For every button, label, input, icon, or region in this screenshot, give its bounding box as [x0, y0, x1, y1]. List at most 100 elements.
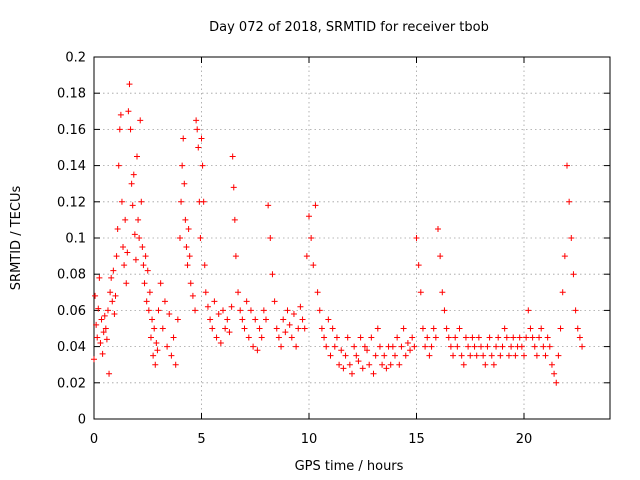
data-point	[95, 305, 102, 312]
data-point	[579, 343, 586, 350]
data-point	[316, 307, 323, 314]
data-point	[447, 343, 454, 350]
data-point	[404, 339, 411, 346]
data-point	[561, 253, 568, 260]
data-point	[321, 334, 328, 341]
data-point	[432, 334, 439, 341]
data-point	[127, 126, 134, 133]
data-point	[329, 325, 336, 332]
data-point	[172, 361, 179, 368]
data-point	[150, 352, 157, 359]
data-point	[226, 329, 233, 336]
data-point	[152, 361, 159, 368]
data-point	[508, 343, 515, 350]
data-point	[141, 280, 148, 287]
data-point	[574, 325, 581, 332]
data-point	[301, 325, 308, 332]
data-point	[460, 361, 467, 368]
data-point	[154, 347, 161, 354]
data-point	[325, 316, 332, 323]
data-point	[138, 198, 145, 205]
data-point	[93, 321, 100, 328]
data-point	[146, 289, 153, 296]
data-point	[323, 343, 330, 350]
data-point	[389, 343, 396, 350]
data-point	[144, 267, 151, 274]
data-point	[529, 334, 536, 341]
data-point	[525, 307, 532, 314]
data-point	[168, 352, 175, 359]
x-axis: 0 5 10 15 20	[90, 57, 532, 447]
data-point	[490, 361, 497, 368]
data-point	[193, 117, 200, 124]
data-point	[346, 361, 353, 368]
data-point	[284, 307, 291, 314]
data-point	[200, 198, 207, 205]
data-point	[359, 365, 366, 372]
data-point	[327, 352, 334, 359]
data-point	[351, 343, 358, 350]
data-point	[104, 307, 111, 314]
data-point	[96, 274, 103, 281]
x-tick-label: 20	[516, 432, 533, 447]
data-point	[392, 352, 398, 359]
data-point	[125, 108, 132, 115]
data-point	[568, 235, 575, 241]
data-point	[553, 379, 560, 386]
data-point	[130, 171, 137, 178]
data-point	[318, 325, 325, 332]
data-point	[544, 334, 551, 341]
data-point	[228, 303, 235, 310]
data-point	[174, 316, 181, 323]
data-point	[199, 162, 206, 169]
data-point	[441, 307, 448, 314]
data-point	[484, 343, 491, 350]
y-tick-label: 0.14	[57, 159, 86, 174]
data-point	[333, 334, 340, 341]
data-point	[260, 307, 267, 314]
data-point	[94, 334, 101, 341]
data-point	[426, 352, 433, 359]
data-point	[531, 343, 538, 350]
data-point	[185, 225, 192, 232]
data-point	[540, 343, 547, 350]
data-point	[381, 352, 388, 359]
data-point	[197, 235, 204, 241]
data-point	[290, 311, 297, 318]
data-point	[497, 352, 504, 359]
data-point	[478, 343, 484, 350]
data-point	[344, 334, 351, 341]
data-point	[422, 343, 429, 350]
data-point	[295, 325, 302, 332]
data-series	[91, 81, 586, 386]
data-point	[250, 343, 257, 350]
data-point	[417, 289, 424, 296]
data-point	[564, 162, 570, 169]
data-point	[516, 334, 523, 341]
data-point	[419, 325, 426, 332]
data-point	[179, 162, 186, 169]
data-point	[342, 352, 349, 359]
data-point	[267, 235, 274, 241]
data-point	[237, 307, 244, 314]
data-point	[98, 316, 105, 323]
data-point	[366, 361, 373, 368]
data-point	[458, 352, 465, 359]
data-point	[230, 184, 237, 191]
data-point	[192, 307, 199, 314]
data-point	[143, 298, 150, 305]
data-point	[118, 198, 125, 205]
data-point	[452, 334, 459, 341]
data-point	[194, 126, 201, 133]
data-point	[338, 347, 345, 354]
data-point	[454, 343, 461, 350]
data-point	[123, 280, 130, 287]
data-point	[263, 316, 269, 323]
data-point	[187, 280, 194, 287]
data-point	[161, 298, 168, 305]
data-point	[180, 135, 187, 142]
data-point	[336, 361, 343, 368]
data-point	[538, 325, 545, 332]
data-point	[372, 352, 379, 359]
data-point	[493, 343, 500, 350]
